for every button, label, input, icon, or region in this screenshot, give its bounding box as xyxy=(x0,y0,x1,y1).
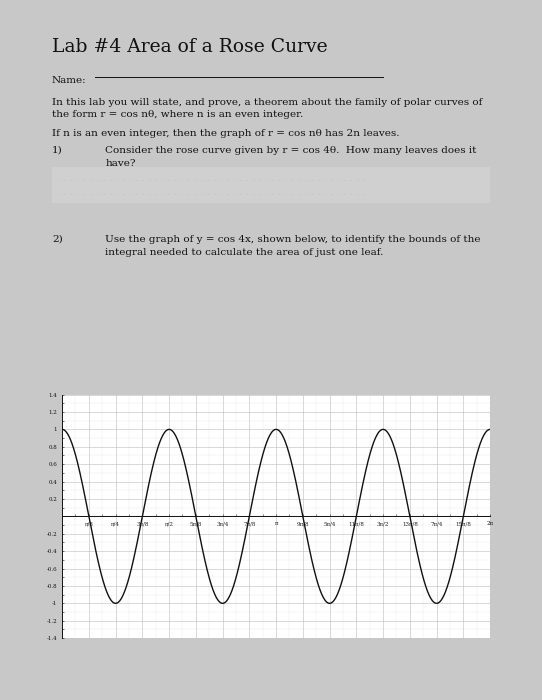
Text: - - - - - - - - - - - - - - - - - - - - - - - - - - - - - - - - - - - - - - - - : - - - - - - - - - - - - - - - - - - - - … xyxy=(57,178,366,183)
Text: Lab #4 Area of a Rose Curve: Lab #4 Area of a Rose Curve xyxy=(52,38,327,56)
Text: the form r = cos nθ, where n is an even integer.: the form r = cos nθ, where n is an even … xyxy=(52,110,303,119)
Bar xyxy=(52,167,490,202)
Text: integral needed to calculate the area of just one leaf.: integral needed to calculate the area of… xyxy=(105,248,384,257)
Text: Name:: Name: xyxy=(52,76,87,85)
Text: In this lab you will state, and prove, a theorem about the family of polar curve: In this lab you will state, and prove, a… xyxy=(52,97,482,106)
Text: 2): 2) xyxy=(52,234,63,244)
Text: - - - - - - - - - - - - - - - - - - - - - - - - - - - - - - - - - - - - - - - - : - - - - - - - - - - - - - - - - - - - - … xyxy=(57,193,366,197)
Text: Use the graph of y = cos 4x, shown below, to identify the bounds of the: Use the graph of y = cos 4x, shown below… xyxy=(105,234,481,244)
Text: Consider the rose curve given by r = cos 4θ.  How many leaves does it: Consider the rose curve given by r = cos… xyxy=(105,146,477,155)
Text: 1): 1) xyxy=(52,146,63,155)
Text: have?: have? xyxy=(105,159,136,167)
Text: If n is an even integer, then the graph of r = cos nθ has 2n leaves.: If n is an even integer, then the graph … xyxy=(52,129,399,138)
